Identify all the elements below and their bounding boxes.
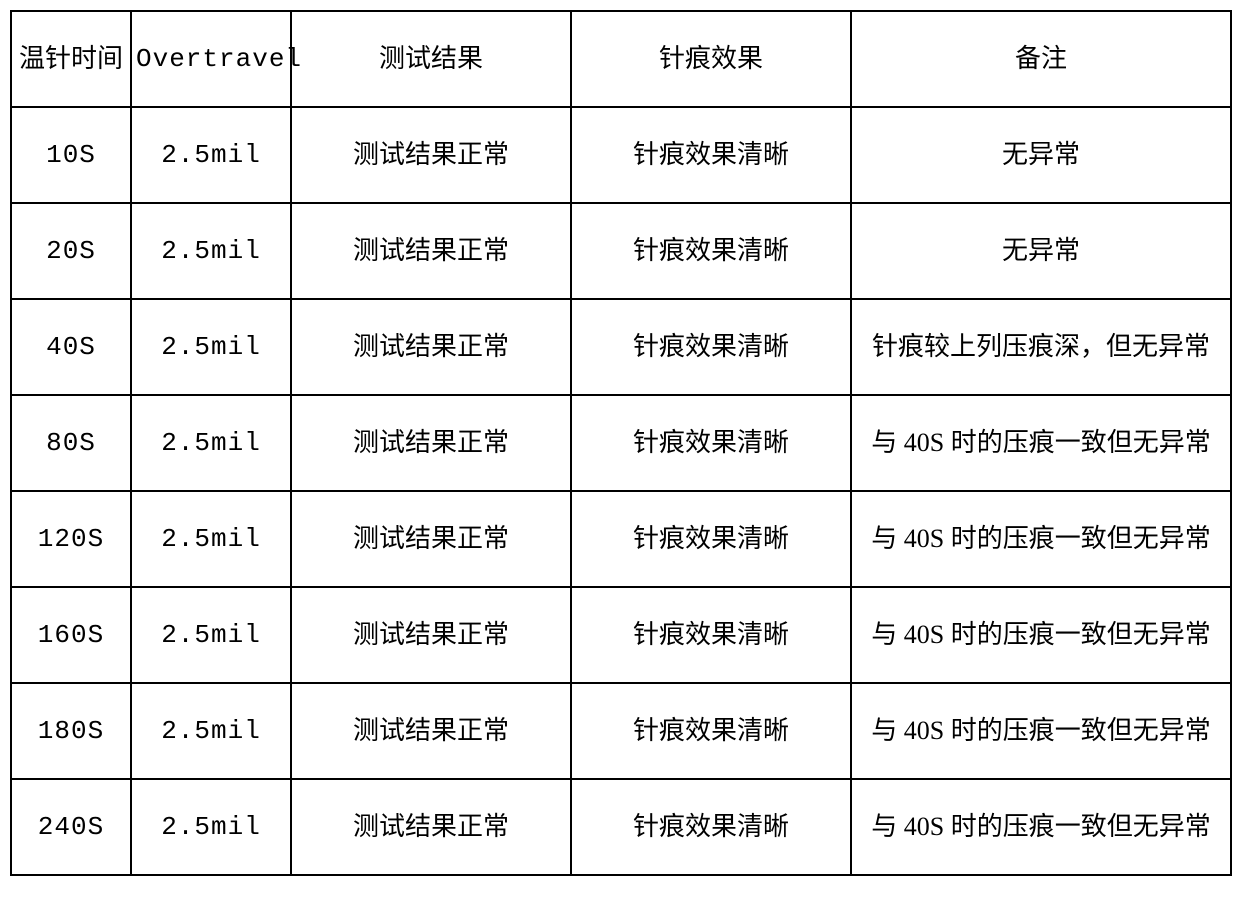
cell-time: 20S: [11, 203, 131, 299]
table-row: 120S 2.5mil 测试结果正常 针痕效果清晰 与 40S 时的压痕一致但无…: [11, 491, 1231, 587]
table-row: 180S 2.5mil 测试结果正常 针痕效果清晰 与 40S 时的压痕一致但无…: [11, 683, 1231, 779]
cell-result: 测试结果正常: [291, 779, 571, 875]
cell-result: 测试结果正常: [291, 107, 571, 203]
col-header-overtravel: Overtravel: [131, 11, 291, 107]
cell-overtravel: 2.5mil: [131, 683, 291, 779]
cell-remark: 与 40S 时的压痕一致但无异常: [851, 587, 1231, 683]
table-row: 80S 2.5mil 测试结果正常 针痕效果清晰 与 40S 时的压痕一致但无异…: [11, 395, 1231, 491]
cell-result: 测试结果正常: [291, 395, 571, 491]
cell-mark: 针痕效果清晰: [571, 587, 851, 683]
table-row: 160S 2.5mil 测试结果正常 针痕效果清晰 与 40S 时的压痕一致但无…: [11, 587, 1231, 683]
cell-overtravel: 2.5mil: [131, 203, 291, 299]
cell-result: 测试结果正常: [291, 587, 571, 683]
col-header-remark: 备注: [851, 11, 1231, 107]
cell-overtravel: 2.5mil: [131, 491, 291, 587]
table-row: 40S 2.5mil 测试结果正常 针痕效果清晰 针痕较上列压痕深，但无异常: [11, 299, 1231, 395]
cell-result: 测试结果正常: [291, 683, 571, 779]
cell-time: 240S: [11, 779, 131, 875]
cell-time: 40S: [11, 299, 131, 395]
cell-remark: 无异常: [851, 107, 1231, 203]
cell-mark: 针痕效果清晰: [571, 683, 851, 779]
table-row: 240S 2.5mil 测试结果正常 针痕效果清晰 与 40S 时的压痕一致但无…: [11, 779, 1231, 875]
cell-overtravel: 2.5mil: [131, 395, 291, 491]
cell-remark: 与 40S 时的压痕一致但无异常: [851, 779, 1231, 875]
cell-time: 120S: [11, 491, 131, 587]
test-results-table: 温针时间 Overtravel 测试结果 针痕效果 备注 10S 2.5mil …: [10, 10, 1232, 876]
cell-remark: 与 40S 时的压痕一致但无异常: [851, 683, 1231, 779]
cell-mark: 针痕效果清晰: [571, 779, 851, 875]
cell-time: 180S: [11, 683, 131, 779]
cell-overtravel: 2.5mil: [131, 299, 291, 395]
cell-time: 10S: [11, 107, 131, 203]
cell-overtravel: 2.5mil: [131, 587, 291, 683]
cell-overtravel: 2.5mil: [131, 107, 291, 203]
header-row: 温针时间 Overtravel 测试结果 针痕效果 备注: [11, 11, 1231, 107]
cell-remark: 针痕较上列压痕深，但无异常: [851, 299, 1231, 395]
cell-result: 测试结果正常: [291, 491, 571, 587]
cell-mark: 针痕效果清晰: [571, 107, 851, 203]
cell-result: 测试结果正常: [291, 203, 571, 299]
col-header-time: 温针时间: [11, 11, 131, 107]
cell-mark: 针痕效果清晰: [571, 299, 851, 395]
table-row: 10S 2.5mil 测试结果正常 针痕效果清晰 无异常: [11, 107, 1231, 203]
cell-remark: 与 40S 时的压痕一致但无异常: [851, 491, 1231, 587]
cell-overtravel: 2.5mil: [131, 779, 291, 875]
cell-remark: 与 40S 时的压痕一致但无异常: [851, 395, 1231, 491]
cell-remark: 无异常: [851, 203, 1231, 299]
cell-mark: 针痕效果清晰: [571, 491, 851, 587]
table-body: 10S 2.5mil 测试结果正常 针痕效果清晰 无异常 20S 2.5mil …: [11, 107, 1231, 875]
cell-time: 80S: [11, 395, 131, 491]
cell-time: 160S: [11, 587, 131, 683]
cell-mark: 针痕效果清晰: [571, 395, 851, 491]
table-header: 温针时间 Overtravel 测试结果 针痕效果 备注: [11, 11, 1231, 107]
table-row: 20S 2.5mil 测试结果正常 针痕效果清晰 无异常: [11, 203, 1231, 299]
cell-mark: 针痕效果清晰: [571, 203, 851, 299]
col-header-mark: 针痕效果: [571, 11, 851, 107]
col-header-result: 测试结果: [291, 11, 571, 107]
cell-result: 测试结果正常: [291, 299, 571, 395]
